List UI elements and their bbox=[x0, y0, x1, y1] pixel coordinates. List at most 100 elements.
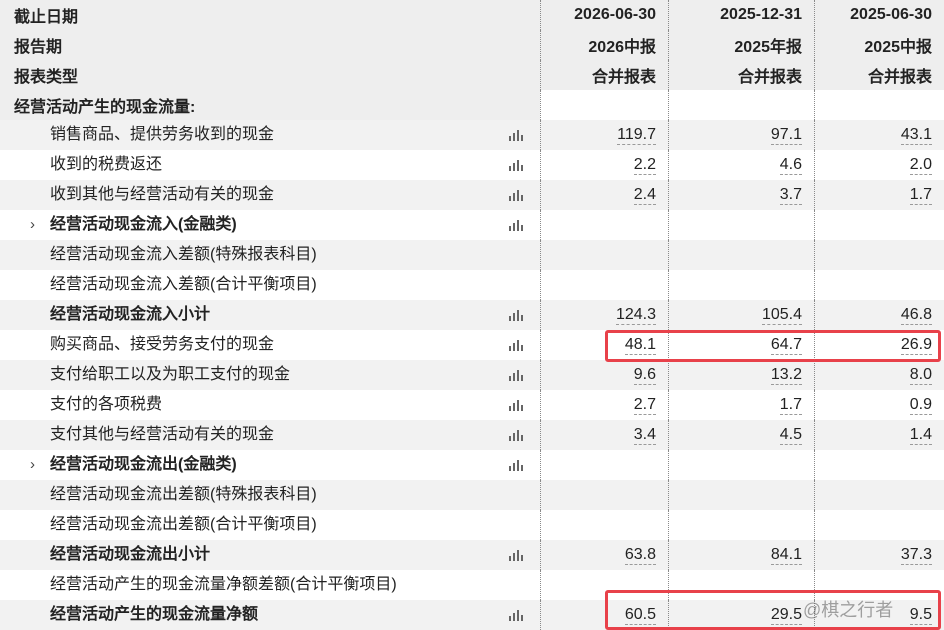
chevron-right-icon[interactable]: › bbox=[30, 456, 35, 473]
bar-chart-icon[interactable] bbox=[509, 369, 525, 381]
cell-value[interactable]: 84.1 bbox=[770, 545, 802, 565]
row-label: 收到其他与经营活动有关的现金 bbox=[50, 186, 275, 203]
cell-value[interactable]: 29.5 bbox=[770, 605, 802, 625]
row-label: 支付的各项税费 bbox=[50, 396, 163, 413]
value-cell bbox=[668, 270, 814, 300]
cell-value[interactable]: 64.7 bbox=[770, 335, 802, 355]
row-label-cell: 经营活动产生的现金流量净额差额(合计平衡项目) bbox=[0, 570, 540, 600]
table-row: 收到的税费返还 2.2 4.6 2.0 bbox=[0, 150, 944, 180]
cell-value[interactable]: 2.7 bbox=[633, 395, 656, 415]
cell-value[interactable]: 1.7 bbox=[779, 395, 802, 415]
bar-chart-icon[interactable] bbox=[509, 129, 525, 141]
value-cell bbox=[540, 240, 668, 270]
bar-chart-icon[interactable] bbox=[509, 339, 525, 351]
row-label: 支付其他与经营活动有关的现金 bbox=[50, 426, 275, 443]
cell-value[interactable]: 4.5 bbox=[779, 425, 802, 445]
header-row-period: 报告期 2026中报 2025年报 2025中报 bbox=[0, 30, 944, 60]
row-label: 收到的税费返还 bbox=[50, 156, 163, 173]
value-cell: 9.5 bbox=[814, 600, 944, 630]
value-cell: 2.2 bbox=[540, 150, 668, 180]
cell-value[interactable]: 124.3 bbox=[615, 305, 656, 325]
table-row[interactable]: › 经营活动现金流出(金融类) bbox=[0, 450, 944, 480]
row-label: 经营活动现金流出差额(特殊报表科目) bbox=[50, 486, 317, 503]
row-label: 经营活动产生的现金流量净额 bbox=[50, 606, 259, 623]
value-cell: 2.0 bbox=[814, 150, 944, 180]
cell-value[interactable]: 60.5 bbox=[624, 605, 656, 625]
cell-value[interactable]: 2.4 bbox=[633, 185, 656, 205]
value-cell bbox=[540, 270, 668, 300]
value-cell bbox=[814, 240, 944, 270]
cell-value[interactable]: 3.4 bbox=[633, 425, 656, 445]
bar-chart-icon[interactable] bbox=[509, 609, 525, 621]
bar-chart-icon[interactable] bbox=[509, 159, 525, 171]
row-label: 经营活动现金流入小计 bbox=[50, 306, 211, 323]
cell-value[interactable]: 26.9 bbox=[900, 335, 932, 355]
value-cell: 97.1 bbox=[668, 120, 814, 150]
empty-cell bbox=[540, 90, 668, 120]
table-row: 支付的各项税费 2.7 1.7 0.9 bbox=[0, 390, 944, 420]
header-type-col2: 合并报表 bbox=[668, 60, 814, 90]
value-cell bbox=[668, 510, 814, 540]
table-row: 销售商品、提供劳务收到的现金 119.7 97.1 43.1 bbox=[0, 120, 944, 150]
header-type-col3: 合并报表 bbox=[814, 60, 944, 90]
value-cell: 2.4 bbox=[540, 180, 668, 210]
cell-value[interactable]: 9.6 bbox=[633, 365, 656, 385]
row-label: 经营活动现金流出小计 bbox=[50, 546, 211, 563]
value-cell bbox=[540, 510, 668, 540]
bar-chart-icon[interactable] bbox=[509, 399, 525, 411]
table-row: 经营活动现金流出小计 63.8 84.1 37.3 bbox=[0, 540, 944, 570]
cell-value[interactable]: 3.7 bbox=[779, 185, 802, 205]
row-label: 经营活动产生的现金流量净额差额(合计平衡项目) bbox=[50, 576, 397, 593]
bar-chart-icon[interactable] bbox=[509, 309, 525, 321]
watermark: @棋之行者 bbox=[803, 600, 894, 620]
cell-value[interactable]: 2.0 bbox=[909, 155, 932, 175]
bar-chart-icon[interactable] bbox=[509, 219, 525, 231]
bar-chart-icon[interactable] bbox=[509, 429, 525, 441]
table-row: 经营活动产生的现金流量净额 60.5 29.5 9.5 bbox=[0, 600, 944, 630]
header-label: 报告期 bbox=[14, 39, 63, 56]
value-cell: 64.7 bbox=[668, 330, 814, 360]
table-row[interactable]: › 经营活动现金流入(金融类) bbox=[0, 210, 944, 240]
value-cell bbox=[814, 510, 944, 540]
table-row: 购买商品、接受劳务支付的现金 48.1 64.7 26.9 bbox=[0, 330, 944, 360]
cell-value[interactable]: 37.3 bbox=[900, 545, 932, 565]
bar-chart-icon[interactable] bbox=[509, 549, 525, 561]
value-cell bbox=[668, 450, 814, 480]
cell-value[interactable]: 43.1 bbox=[900, 125, 932, 145]
row-label: 经营活动现金流出(金融类) bbox=[50, 456, 237, 473]
cell-value[interactable]: 1.4 bbox=[909, 425, 932, 445]
cell-value[interactable]: 119.7 bbox=[617, 125, 656, 145]
value-cell: 9.6 bbox=[540, 360, 668, 390]
value-cell bbox=[814, 480, 944, 510]
table-header: 截止日期 2026-06-30 2025-12-31 2025-06-30 报告… bbox=[0, 0, 944, 90]
value-cell bbox=[814, 270, 944, 300]
table-row: 收到其他与经营活动有关的现金 2.4 3.7 1.7 bbox=[0, 180, 944, 210]
cell-value[interactable]: 13.2 bbox=[770, 365, 802, 385]
cell-value[interactable]: 4.6 bbox=[779, 155, 802, 175]
value-cell bbox=[668, 210, 814, 240]
chevron-right-icon[interactable]: › bbox=[30, 216, 35, 233]
cell-value[interactable]: 1.7 bbox=[909, 185, 932, 205]
header-date-col2: 2025-12-31 bbox=[668, 0, 814, 30]
value-cell bbox=[668, 570, 814, 600]
cell-value[interactable]: 63.8 bbox=[624, 545, 656, 565]
row-label-cell: 经营活动现金流出差额(合计平衡项目) bbox=[0, 510, 540, 540]
row-label: 购买商品、接受劳务支付的现金 bbox=[50, 336, 275, 353]
cell-value[interactable]: 2.2 bbox=[633, 155, 656, 175]
value-cell: 46.8 bbox=[814, 300, 944, 330]
bar-chart-icon[interactable] bbox=[509, 189, 525, 201]
cell-value[interactable]: 97.1 bbox=[770, 125, 802, 145]
cell-value[interactable]: 9.5 bbox=[909, 605, 932, 625]
table-row: 经营活动产生的现金流量净额差额(合计平衡项目) bbox=[0, 570, 944, 600]
bar-chart-icon[interactable] bbox=[509, 459, 525, 471]
value-cell: 8.0 bbox=[814, 360, 944, 390]
row-label: 经营活动现金流入(金融类) bbox=[50, 216, 237, 233]
cell-value[interactable]: 46.8 bbox=[900, 305, 932, 325]
row-label-cell: › 经营活动现金流入(金融类) bbox=[0, 210, 540, 240]
cell-value[interactable]: 105.4 bbox=[761, 305, 802, 325]
cell-value[interactable]: 8.0 bbox=[909, 365, 932, 385]
cell-value[interactable]: 48.1 bbox=[624, 335, 656, 355]
table-row: 支付给职工以及为职工支付的现金 9.6 13.2 8.0 bbox=[0, 360, 944, 390]
cell-value[interactable]: 0.9 bbox=[909, 395, 932, 415]
